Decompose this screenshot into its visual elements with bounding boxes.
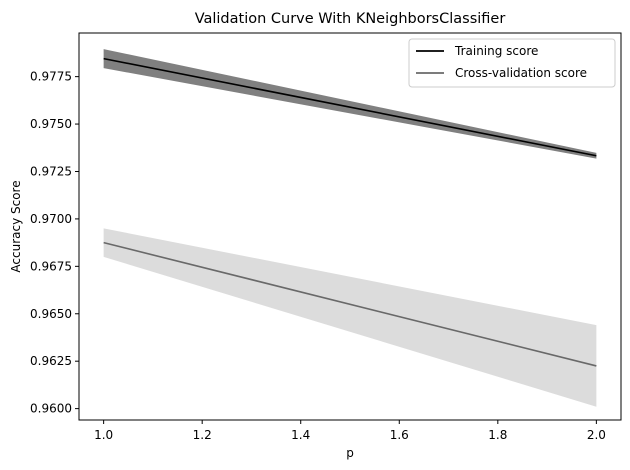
plot-area-frame: [78, 32, 622, 421]
x-tick-label: 1.2: [193, 428, 212, 442]
band-series-2: [103, 228, 597, 407]
x-axis-label: p: [346, 446, 354, 460]
y-axis-label: Accuracy Score: [9, 180, 23, 272]
chart-title: Validation Curve With KNeighborsClassifi…: [195, 11, 506, 27]
line-series-1: [103, 57, 597, 157]
x-tick-label: 1.0: [94, 428, 113, 442]
x-tick-label: 1.4: [291, 428, 310, 442]
y-axis-ticks: 0.9600 0.9625 0.9650 0.9675 0.9700 0.9725 0.97…: [30, 70, 79, 416]
line-series-2: [103, 241, 597, 367]
y-tick-label: 0.9625: [30, 354, 72, 368]
x-axis-ticks: 1.0 1.2 1.4 1.6 1.8 2.0: [94, 420, 606, 442]
series-lines: [103, 57, 597, 367]
y-tick-label: 0.9725: [30, 164, 72, 178]
confidence-bands: [103, 49, 597, 407]
legend: Training score Cross-validation score: [408, 38, 616, 88]
legend-box: [408, 38, 616, 88]
y-tick-label: 0.9600: [30, 402, 72, 416]
x-tick-label: 1.8: [488, 428, 507, 442]
legend-label: Cross-validation score: [455, 66, 587, 80]
x-tick-label: 1.6: [390, 428, 409, 442]
y-tick-label: 0.9775: [30, 70, 72, 84]
legend-label: Training score: [454, 44, 538, 58]
y-tick-label: 0.9750: [30, 117, 72, 131]
y-tick-label: 0.9700: [30, 212, 72, 226]
y-tick-label: 0.9650: [30, 307, 72, 321]
x-tick-label: 2.0: [587, 428, 606, 442]
y-tick-label: 0.9675: [30, 259, 72, 273]
